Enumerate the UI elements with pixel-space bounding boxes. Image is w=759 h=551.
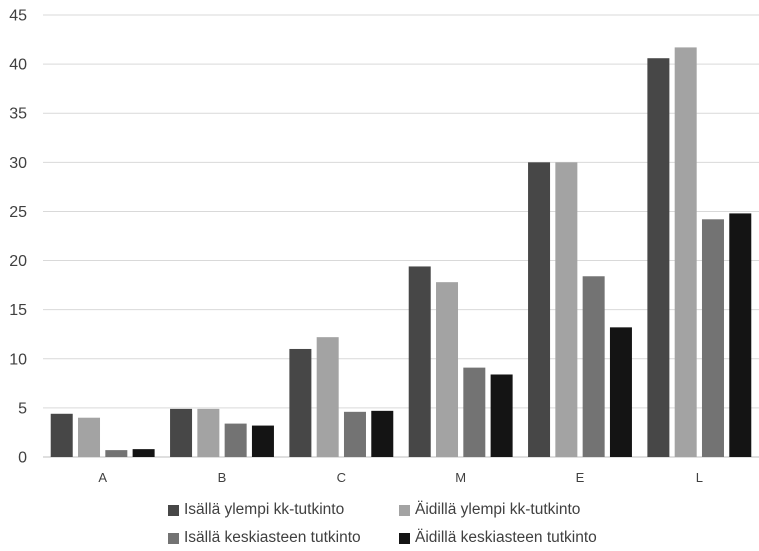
y-tick-label: 35 [9, 106, 27, 123]
y-tick-label: 15 [9, 302, 27, 319]
bar-E-series-2 [582, 276, 605, 457]
bar-L-series-0 [647, 58, 670, 457]
bar-B-series-3 [251, 425, 274, 457]
legend-swatch-3 [399, 532, 410, 544]
bar-A-series-3 [132, 449, 155, 457]
bar-chart: 0 5 10 15 20 25 30 35 40 45 A B C M E L [9, 8, 759, 485]
legend-item-2: Isällä keskiasteen tutkinto [168, 529, 361, 547]
x-tick-label: A [98, 470, 107, 485]
y-tick-label: 30 [9, 155, 27, 172]
y-tick-label: 40 [9, 57, 27, 74]
bar-A-series-1 [78, 417, 101, 457]
bar-M-series-1 [436, 282, 459, 457]
bar-E-series-3 [609, 327, 632, 457]
legend-label-1: Äidillä ylempi kk-tutkinto [415, 501, 581, 518]
legend-swatch-0 [168, 504, 179, 516]
bar-L-series-2 [701, 219, 724, 457]
legend-item-1: Äidillä ylempi kk-tutkinto [399, 501, 580, 519]
bar-A-series-2 [105, 450, 128, 457]
bar-C-series-0 [289, 348, 312, 457]
bar-C-series-3 [371, 410, 394, 457]
x-tick-label: B [218, 470, 227, 485]
legend-label-3: Äidillä keskiasteen tutkinto [415, 529, 597, 546]
legend-label-0: Isällä ylempi kk-tutkinto [184, 501, 345, 518]
y-tick-label: 20 [9, 253, 27, 270]
y-tick-label: 0 [18, 450, 27, 467]
bar-L-series-1 [674, 47, 697, 457]
legend-item-0: Isällä ylempi kk-tutkinto [168, 501, 344, 519]
bar-E-series-1 [555, 162, 578, 457]
x-tick-label: L [696, 470, 703, 485]
y-tick-label: 25 [9, 204, 27, 221]
legend-swatch-2 [168, 532, 179, 544]
legend-item-3: Äidillä keskiasteen tutkinto [399, 529, 597, 547]
y-tick-label: 10 [9, 351, 27, 368]
x-tick-label: M [455, 470, 466, 485]
bars [50, 47, 752, 457]
y-tick-label: 5 [18, 400, 27, 417]
bar-C-series-1 [316, 337, 339, 457]
legend-label-2: Isällä keskiasteen tutkinto [184, 529, 361, 546]
x-tick-label: C [337, 470, 346, 485]
bar-M-series-0 [408, 266, 431, 457]
bar-A-series-0 [50, 413, 73, 457]
bar-E-series-0 [528, 162, 551, 457]
legend-swatch-1 [399, 504, 410, 516]
bar-B-series-1 [197, 408, 220, 457]
bar-B-series-2 [224, 423, 247, 457]
gridlines [43, 14, 759, 458]
bar-M-series-2 [463, 367, 486, 457]
x-tick-label: E [576, 470, 585, 485]
bar-L-series-3 [729, 213, 752, 457]
y-tick-label: 45 [9, 8, 27, 25]
bar-B-series-0 [170, 408, 193, 457]
bar-M-series-3 [490, 374, 513, 457]
bar-C-series-2 [343, 411, 366, 457]
y-axis-tick-labels: 0 5 10 15 20 25 30 35 40 45 [9, 8, 27, 467]
